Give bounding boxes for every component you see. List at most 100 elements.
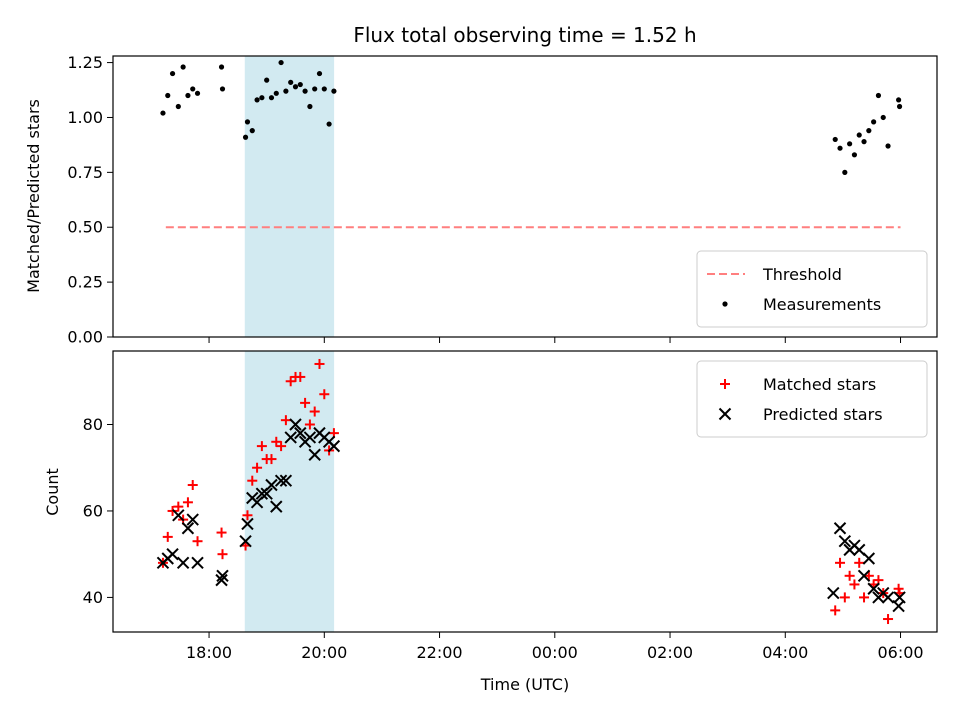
measurement-point xyxy=(259,95,265,101)
measurement-point xyxy=(219,86,226,92)
matched-star-point xyxy=(182,497,193,508)
matched-star-point xyxy=(217,549,228,560)
measurement-point xyxy=(194,90,201,96)
y-tick-label: 1.25 xyxy=(67,53,103,72)
measurement-point xyxy=(871,119,877,125)
predicted-star-point xyxy=(833,522,847,535)
x-axis-label: Time (UTC) xyxy=(480,675,569,694)
matched-star-point xyxy=(216,527,227,538)
bottom-plot: 40 60 80 18:00 20:00 22:00 00:00 02:00 04:00 06:… xyxy=(43,350,938,694)
measurement-point xyxy=(832,136,838,143)
predicted-star-point xyxy=(241,517,254,531)
y-tick-label: 0.50 xyxy=(67,218,103,237)
predicted-star-point xyxy=(284,431,297,444)
bottom-plot-frame xyxy=(112,350,938,633)
measurement-point xyxy=(307,103,313,110)
matched-star-point xyxy=(304,419,315,430)
predicted-star-point xyxy=(260,487,273,500)
measurement-point xyxy=(175,103,181,110)
matched-star-point xyxy=(839,592,850,603)
x-tick-label: 06:00 xyxy=(877,643,923,662)
measurement-point xyxy=(875,92,882,99)
legend-matched-swatch xyxy=(720,379,730,389)
predicted-star-point xyxy=(881,591,895,604)
matched-star-point xyxy=(830,605,841,616)
measurement-point xyxy=(283,88,289,94)
predicted-star-point xyxy=(857,569,871,583)
y-tick-label: 0.00 xyxy=(67,328,103,347)
predicted-star-point xyxy=(308,448,321,461)
measurement-point xyxy=(268,95,275,101)
legend-label: Threshold xyxy=(762,265,842,284)
predicted-star-point xyxy=(216,569,229,583)
predicted-star-point xyxy=(827,586,840,600)
measurement-point xyxy=(160,110,166,116)
matched-star-point xyxy=(167,505,178,516)
predicted-star-point xyxy=(270,500,283,513)
measurement-point xyxy=(856,132,862,138)
measurement-point xyxy=(180,64,186,70)
predicted-star-point xyxy=(838,535,852,548)
measurement-point xyxy=(264,77,270,83)
predicted-star-point xyxy=(862,552,876,565)
top-plot-frame xyxy=(112,55,938,338)
measurement-point xyxy=(273,90,279,96)
measurement-point xyxy=(866,128,872,134)
predicted-star-point xyxy=(294,426,307,440)
predicted-star-point xyxy=(867,582,880,595)
measurement-point xyxy=(254,97,260,103)
predicted-star-point xyxy=(191,556,204,570)
measurement-point xyxy=(312,86,318,92)
matched-star-point xyxy=(280,415,291,426)
measurement-point xyxy=(326,121,332,127)
predicted-star-point xyxy=(215,573,228,587)
matched-star-point xyxy=(252,462,263,473)
measurement-point xyxy=(851,152,858,158)
y-tick-label: 0.25 xyxy=(67,273,103,292)
measurement-point xyxy=(242,134,249,140)
matched-star-point xyxy=(849,579,860,590)
matched-star-point xyxy=(256,441,267,452)
matched-star-point xyxy=(162,531,173,542)
predicted-star-point xyxy=(265,478,278,492)
matched-star-point xyxy=(187,480,198,491)
top-y-axis-label: Matched/Predicted stars xyxy=(24,99,43,293)
y-tick-label: 1.00 xyxy=(67,108,103,127)
x-tick-label: 20:00 xyxy=(301,643,347,662)
matched-star-point xyxy=(314,358,325,369)
x-tick-label: 18:00 xyxy=(186,643,232,662)
matched-star-point xyxy=(173,501,184,512)
measurement-point xyxy=(847,141,853,147)
legend-label: Matched stars xyxy=(763,375,876,394)
matched-star-point xyxy=(319,389,330,400)
bottom-legend: Matched stars Predicted stars xyxy=(696,360,928,438)
x-tick-label: 04:00 xyxy=(762,643,808,662)
y-tick-label: 80 xyxy=(83,415,103,434)
measurement-point xyxy=(218,64,225,70)
y-tick-label: 0.75 xyxy=(67,163,103,182)
measurement-point xyxy=(288,79,294,85)
legend-label: Measurements xyxy=(763,295,881,314)
matched-star-point xyxy=(300,397,311,408)
measurement-point xyxy=(165,92,171,99)
predicted-star-point xyxy=(239,535,252,548)
measurement-point xyxy=(880,114,886,121)
matched-star-point xyxy=(835,557,846,568)
measurement-point xyxy=(278,59,284,66)
measurement-point xyxy=(297,81,303,88)
measurement-point xyxy=(249,128,255,134)
measurement-point xyxy=(885,143,891,149)
measurement-point xyxy=(331,88,337,94)
x-tick-label: 02:00 xyxy=(647,643,693,662)
matched-star-point xyxy=(192,536,203,547)
measurement-point xyxy=(190,86,196,92)
matched-star-point xyxy=(276,441,287,452)
measurement-point xyxy=(842,169,848,175)
measurement-point xyxy=(185,92,191,99)
top-plot: 0.00 0.25 0.50 0.75 1.00 1.25 Matched/Predict… xyxy=(24,53,938,347)
x-tick-label: 22:00 xyxy=(416,643,462,662)
measurement-point xyxy=(861,139,867,145)
bottom-y-axis-label: Count xyxy=(43,468,62,516)
matched-star-point xyxy=(883,614,894,625)
